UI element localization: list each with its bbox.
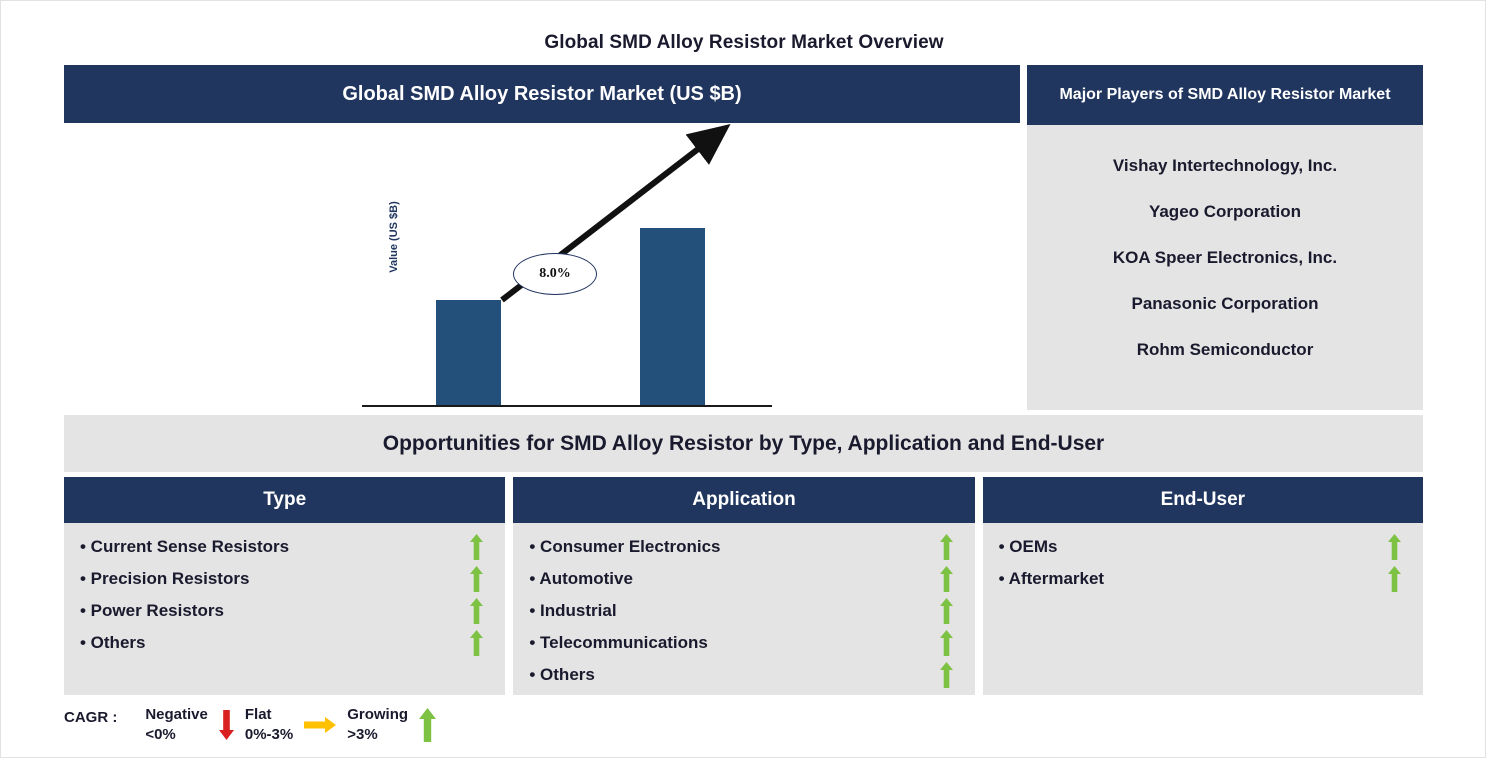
list-item: Rohm Semiconductor [1136,340,1314,359]
market-chart-panel: Global SMD Alloy Resistor Market (US $B)… [64,65,1020,467]
legend-icon-flat [293,703,347,747]
arrow-up-green-icon [470,566,484,592]
list-item-label: • Power Resistors [80,601,224,620]
list-item: • Industrial [513,595,974,627]
list-item: KOA Speer Electronics, Inc. [1112,248,1338,267]
column-application: Application • Consumer Electronics • Aut… [513,477,975,695]
cagr-callout: 8.0% [513,253,597,295]
list-item-label: • Aftermarket [998,569,1105,588]
chart-panel-header: Global SMD Alloy Resistor Market (US $B) [64,65,1020,123]
arrow-up-green-icon [419,708,437,742]
arrow-down-red-icon [218,710,234,740]
legend-label-flat: Flat [244,706,272,723]
list-item: • Telecommunications [513,627,974,659]
arrow-up-green-icon [939,566,953,592]
list-item-label: • Current Sense Resistors [80,537,290,556]
list-item: • Automotive [513,563,974,595]
major-players-header: Major Players of SMD Alloy Resistor Mark… [1027,65,1423,125]
bar-2025 [436,300,501,405]
list-item: • Precision Resistors [64,563,505,595]
legend-icon-growing [408,703,447,747]
legend-range-negative: <0% [145,726,176,744]
legend-item-growing: Growing >3% [347,703,408,746]
list-item-label: • Consumer Electronics [529,537,721,556]
list-item: Vishay Intertechnology, Inc. [1112,156,1338,175]
list-item: • Power Resistors [64,595,505,627]
list-item: • Current Sense Resistors [64,531,505,563]
column-list-end-user: • OEMs • Aftermarket [983,523,1423,695]
list-item: • OEMs [983,531,1423,563]
arrow-up-green-icon [470,630,484,656]
list-item-label: • Precision Resistors [80,569,250,588]
column-header-application: Application [513,477,975,523]
column-type: Type • Current Sense Resistors • Precisi… [64,477,506,695]
opportunities-banner: Opportunities for SMD Alloy Resistor by … [64,415,1423,472]
list-item: • Consumer Electronics [513,531,974,563]
opportunities-columns: Type • Current Sense Resistors • Precisi… [64,477,1423,695]
bar-2031 [640,228,705,405]
arrow-up-green-icon [1388,534,1401,560]
column-list-application: • Consumer Electronics • Automotive • In… [513,523,974,695]
list-item-label: • Industrial [529,601,617,620]
arrow-up-green-icon [939,598,953,624]
column-end-user: End-User • OEMs • Aftermarket [982,477,1423,695]
legend-label-negative: Negative [145,706,208,723]
legend-range-flat: 0%-3% [244,726,294,744]
list-item: • Others [513,659,974,691]
list-item-label: • Others [529,665,595,684]
arrow-up-green-icon [939,662,953,688]
cagr-legend-title: CAGR : [64,709,118,726]
legend-icon-negative [208,703,245,747]
arrow-up-green-icon [939,534,953,560]
list-item-label: • Telecommunications [529,633,708,652]
column-header-type: Type [64,477,506,523]
list-item: • Others [64,627,505,659]
arrow-up-green-icon [939,630,953,656]
column-header-end-user: End-User [982,477,1423,523]
arrow-up-green-icon [1388,566,1401,592]
arrow-up-green-icon [470,598,484,624]
list-item-label: • OEMs [998,537,1058,556]
x-axis-line [362,405,772,407]
arrow-up-green-icon [470,534,484,560]
legend-label-growing: Growing [347,706,409,723]
list-item-label: • Others [80,633,146,652]
list-item: Panasonic Corporation [1131,294,1319,313]
list-item-label: • Automotive [529,569,633,588]
cagr-legend: CAGR : Negative <0% Flat 0%-3% Growing >… [64,703,447,751]
major-players-panel: Major Players of SMD Alloy Resistor Mark… [1027,65,1423,410]
arrow-right-yellow-icon [304,717,337,733]
legend-range-growing: >3% [347,726,378,744]
legend-item-negative: Negative <0% [145,703,208,746]
major-players-list: Vishay Intertechnology, Inc. Yageo Corpo… [1027,125,1423,373]
column-list-type: • Current Sense Resistors • Precision Re… [64,523,505,695]
bar-chart: Value (US $B) 2025 2031 8.0% Source : Lu… [64,123,1020,467]
page-title: Global SMD Alloy Resistor Market Overvie… [544,32,944,53]
list-item: Yageo Corporation [1148,202,1302,221]
legend-item-flat: Flat 0%-3% [245,703,293,746]
list-item: • Aftermarket [983,563,1423,595]
